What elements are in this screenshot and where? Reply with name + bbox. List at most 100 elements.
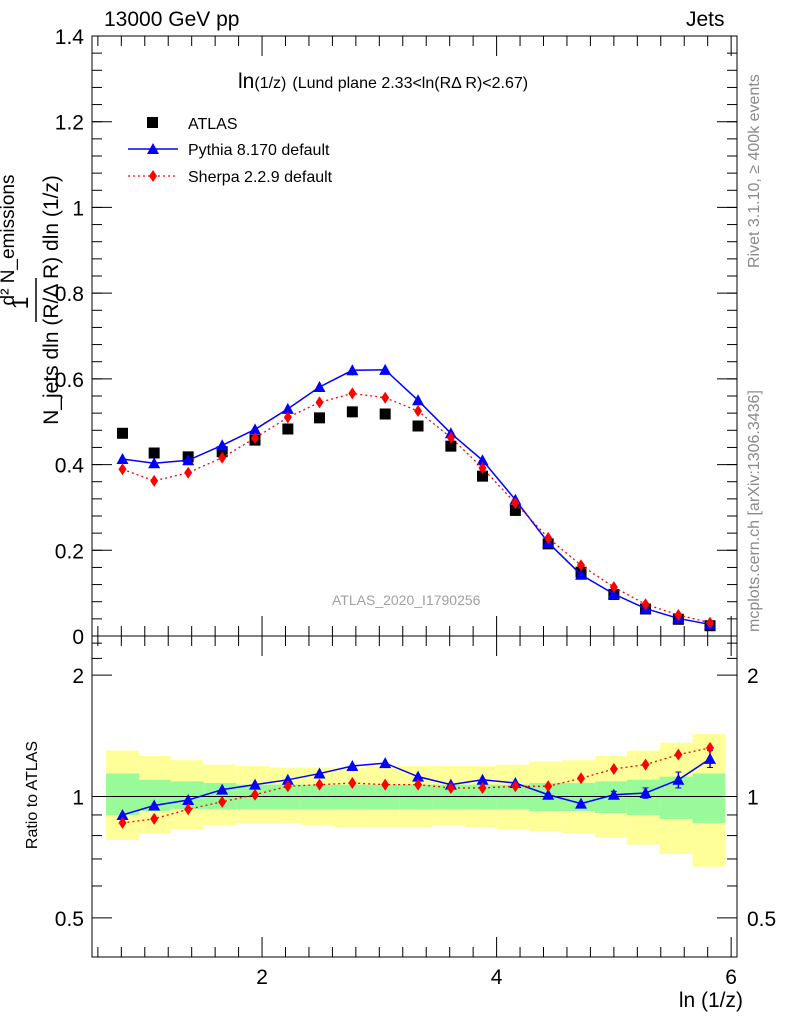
- main-ylabel-d2: d² N_emissions: [0, 175, 19, 306]
- sherpa-main-point: [150, 474, 159, 487]
- pythia-main-point: [313, 381, 326, 392]
- sherpa-ratio-point: [315, 778, 324, 791]
- pythia-ratio-point: [216, 783, 229, 795]
- plot-title-main: ln: [238, 70, 254, 93]
- band-inner-bin: [106, 773, 139, 815]
- sherpa-ratio-point: [478, 781, 487, 794]
- sherpa-ratio-point: [381, 778, 390, 791]
- ratio-ytick-label: 2: [72, 665, 84, 688]
- pythia-main-point: [412, 394, 425, 406]
- ylabel-d2: d² N_emissions: [0, 175, 19, 306]
- sherpa-main-point: [184, 466, 193, 479]
- sherpa-main-point: [315, 396, 324, 409]
- main-ytick-label: 0.6: [55, 369, 84, 392]
- header-left: 13000 GeV pp: [104, 8, 240, 31]
- sherpa-main-point: [118, 463, 127, 476]
- sherpa-ratio-point: [511, 780, 520, 793]
- pythia-main-point: [281, 402, 294, 414]
- sherpa-main-point: [544, 531, 553, 544]
- legend-atlas-marker: [147, 117, 158, 128]
- ratio-ytick-label-right: 1: [747, 787, 759, 810]
- pythia-main-point: [607, 588, 620, 599]
- main-ytick-label: 1.2: [55, 112, 84, 135]
- plot-title-rest: (Lund plane 2.33<ln(RΔ R)<2.67): [292, 75, 528, 92]
- legend-pythia-label: Pythia 8.170 default: [188, 142, 330, 159]
- ratio-xtick-label: 2: [256, 966, 268, 989]
- pythia-ratio-point: [313, 767, 326, 779]
- pythia-main-point: [476, 454, 489, 466]
- sherpa-ratio-point: [283, 780, 292, 793]
- sherpa-ratio-point: [706, 741, 715, 754]
- sherpa-main-point: [706, 616, 715, 629]
- pythia-main-point: [182, 454, 195, 466]
- sherpa-ratio-point: [674, 748, 683, 761]
- ratio-xtick-label: 4: [491, 966, 503, 989]
- xlabel: ln (1/z): [679, 989, 743, 1012]
- sherpa-ratio-point: [348, 777, 357, 790]
- ratio-ytick-label-right: 0.5: [747, 908, 776, 931]
- main-ytick-label: 0.2: [55, 540, 84, 563]
- legend-sherpa-marker: [149, 170, 157, 182]
- sherpa-main-point: [283, 411, 292, 424]
- main-axis-ticks: 0 0.2 0.4 0.6 0.8 1 1.2 1.4: [55, 26, 737, 649]
- pythia-main-point: [148, 457, 161, 469]
- band-inner-bin: [692, 773, 726, 823]
- pythia-ratio-point: [379, 757, 392, 769]
- sherpa-ratio-point: [118, 816, 127, 829]
- sherpa-ratio-point: [414, 778, 423, 791]
- sherpa-ratio-point: [641, 758, 650, 771]
- atlas-main-point: [412, 420, 424, 432]
- sherpa-ratio-point: [184, 803, 193, 816]
- sherpa-main-point: [414, 405, 423, 417]
- analysis-id: ATLAS_2020_I1790256: [332, 592, 481, 608]
- pythia-ratio-point: [476, 773, 489, 785]
- atlas-main-point: [282, 423, 294, 435]
- main-ytick-label: 0.4: [55, 455, 85, 478]
- legend: ATLAS Pythia 8.170 default Sherpa 2.2.9 …: [128, 116, 333, 186]
- atlas-main-point: [445, 440, 457, 452]
- sherpa-ratio-point: [251, 788, 260, 801]
- main-ytick-label: 0.8: [55, 283, 84, 306]
- sherpa-ratio-point: [218, 795, 227, 808]
- main-ytick-label: 0: [72, 626, 84, 649]
- plot-title-sub: (1/z): [254, 75, 286, 92]
- ratio-ylabel: Ratio to ATLAS: [24, 741, 41, 849]
- main-series-group: [116, 363, 717, 632]
- main-ytick-label: 1.4: [55, 26, 85, 49]
- main-ytick-label: 1: [72, 197, 84, 220]
- ratio-axis-ticks: 0.5 0.5 1 1 2 2 2 4 6: [55, 636, 776, 989]
- pythia-ratio-point: [575, 797, 588, 809]
- pythia-ratio-point: [412, 770, 425, 782]
- sherpa-ratio-point: [577, 772, 586, 785]
- pythia-main-point: [575, 568, 588, 580]
- sherpa-main-point: [381, 391, 390, 404]
- pythia-ratio-point: [148, 799, 161, 811]
- sherpa-main-point: [511, 497, 520, 510]
- atlas-main-point: [509, 504, 521, 516]
- plot-title: ln(1/z) (Lund plane 2.33<ln(RΔ R)<2.67): [238, 70, 528, 93]
- pythia-ratio-point: [346, 760, 359, 772]
- atlas-main-point: [116, 427, 128, 439]
- atlas-main-point: [379, 408, 391, 420]
- legend-atlas-label: ATLAS: [188, 116, 238, 133]
- ratio-uncertainty-bands: [106, 733, 726, 867]
- ratio-ytick-label: 0.5: [55, 908, 84, 931]
- ylabel-numerator: 1: [7, 297, 33, 310]
- sherpa-main-point: [674, 609, 683, 621]
- atlas-main-point: [148, 447, 160, 459]
- sherpa-ratio-point: [544, 780, 553, 793]
- sherpa-ratio-point: [150, 812, 159, 825]
- main-ylabel: 1 N_jets dln (R/Δ R) dln (1/z): [7, 175, 63, 425]
- pythia-ratio-point: [704, 752, 717, 764]
- pythia-ratio-point: [542, 788, 555, 800]
- sherpa-main-point: [218, 451, 227, 464]
- sherpa-main-point: [446, 431, 455, 444]
- legend-pythia-marker: [147, 143, 159, 154]
- ratio-ytick-label-right: 2: [747, 665, 759, 688]
- pythia-main-point: [216, 439, 229, 451]
- pythia-ratio-point: [281, 773, 294, 785]
- sherpa-ratio-point: [609, 762, 618, 775]
- sherpa-ratio-point: [446, 781, 455, 794]
- ratio-xtick-label: 6: [725, 966, 737, 989]
- pythia-main-point: [379, 363, 392, 375]
